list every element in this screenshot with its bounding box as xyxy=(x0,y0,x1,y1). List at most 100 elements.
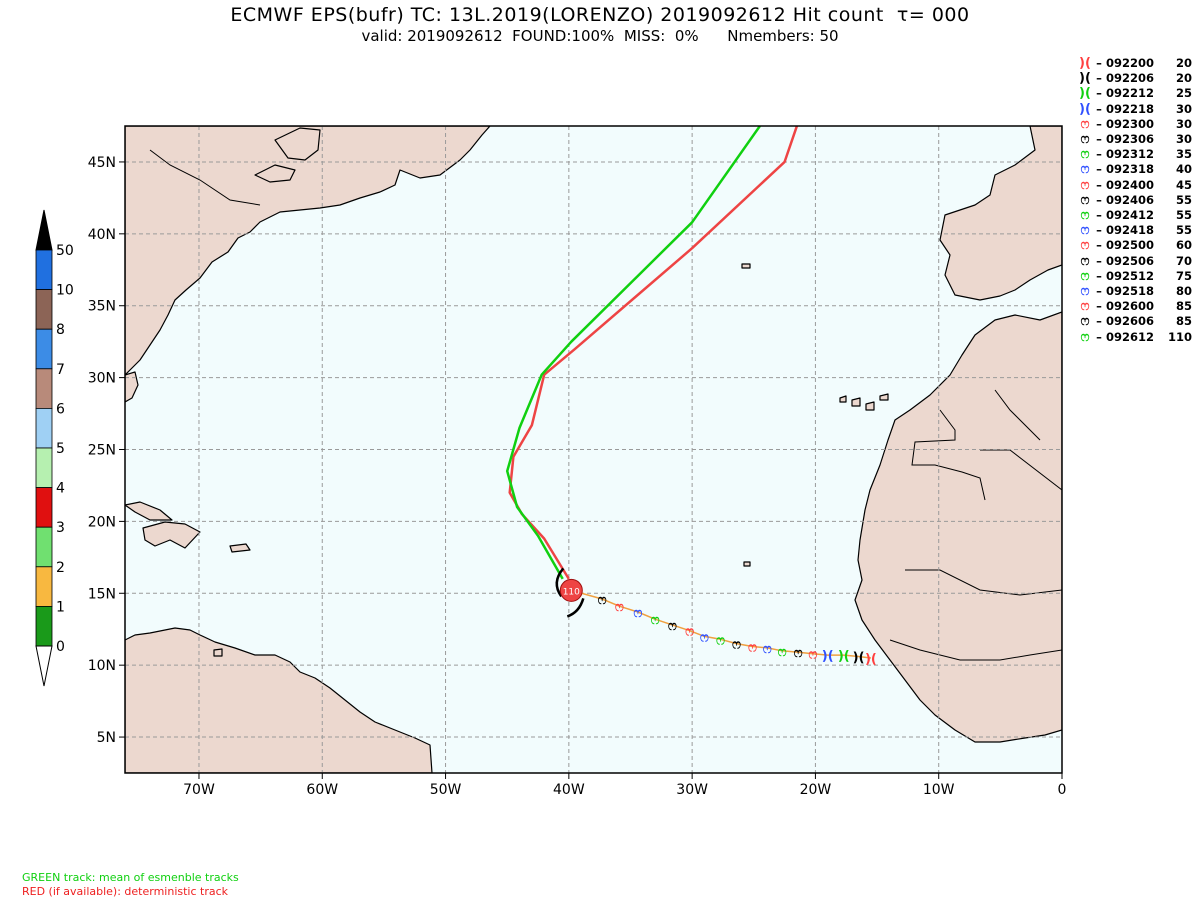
legend-dash: – xyxy=(1096,116,1102,131)
colorbar-segment xyxy=(35,447,53,488)
track-position-symbol: ෆ xyxy=(809,648,818,663)
lat-tick-label: 20N xyxy=(88,514,116,530)
legend-wind: 85 xyxy=(1175,299,1192,314)
lon-tick-label: 50W xyxy=(430,782,462,798)
colorbar-segment xyxy=(35,368,53,409)
legend-wind: 20 xyxy=(1175,71,1192,86)
legend-dash: – xyxy=(1096,192,1102,207)
newfoundland-land xyxy=(274,127,321,161)
hispaniola-land xyxy=(142,521,201,549)
puerto-rico-land xyxy=(229,543,251,553)
track-position-symbol: ෆ xyxy=(778,645,787,660)
track-position-symbol: ෆ xyxy=(700,630,709,645)
legend-symbol: ෆ xyxy=(1080,284,1090,299)
legend-wind: 30 xyxy=(1175,101,1192,116)
footnote-green: GREEN track: mean of esmenble tracks xyxy=(22,871,239,884)
legend-dash: – xyxy=(1096,329,1102,344)
legend-dash: – xyxy=(1096,86,1102,101)
legend-item: ෆ –092418 55 xyxy=(1078,223,1198,238)
legend-item: ෆ –092500 60 xyxy=(1078,238,1198,253)
legend-dash: – xyxy=(1096,223,1102,238)
colorbar-label: 0 xyxy=(56,639,65,655)
colorbar-segment xyxy=(35,606,53,647)
track-position-symbol: ෆ xyxy=(716,633,725,648)
track-position-symbol: ෆ xyxy=(598,593,607,608)
legend-time: 092612 xyxy=(1106,329,1155,344)
graticule xyxy=(125,126,1062,773)
storm-arm-lower xyxy=(566,598,585,618)
legend-time: 092200 xyxy=(1106,56,1155,70)
lat-tick-label: 45N xyxy=(88,155,116,171)
legend-time: 092206 xyxy=(1106,71,1155,86)
colorbar-label: 3 xyxy=(56,520,65,536)
legend-wind: 55 xyxy=(1175,192,1192,207)
legend-item: ෆ –092400 45 xyxy=(1078,178,1198,193)
legend-time: 092300 xyxy=(1106,116,1155,131)
legend-wind: 25 xyxy=(1175,86,1192,101)
track-position-symbol: )( xyxy=(822,649,834,664)
legend-symbol: ෆ xyxy=(1080,253,1090,269)
track-position-symbol: ෆ xyxy=(685,625,694,640)
lon-tick-label: 20W xyxy=(800,782,832,798)
legend-item: ෆ –092406 55 xyxy=(1078,193,1198,208)
cuba-land xyxy=(125,501,173,521)
legend-symbol: )( xyxy=(1079,101,1091,117)
colorbar-segment xyxy=(35,566,53,607)
colorbar-label: 10 xyxy=(56,283,74,299)
storm-arm-upper xyxy=(555,567,565,598)
legend-symbol: ෆ xyxy=(1080,329,1090,345)
lat-tick-label: 15N xyxy=(88,586,116,602)
legend-item: )(–092212 25 xyxy=(1078,86,1198,101)
legend-time: 092600 xyxy=(1106,299,1155,314)
legend-wind: 30 xyxy=(1175,132,1192,146)
ensemble-mean-track xyxy=(505,126,761,580)
legend-wind: 70 xyxy=(1175,253,1192,268)
legend-wind: 40 xyxy=(1175,162,1192,177)
colorbar-label: 8 xyxy=(56,322,65,338)
us-canada-border xyxy=(149,149,261,206)
legend-time: 092512 xyxy=(1106,268,1155,283)
legend-item: )(–092218 30 xyxy=(1078,102,1198,117)
legend-wind: 55 xyxy=(1175,223,1192,238)
lon-tick-label: 70W xyxy=(183,782,215,798)
lon-tick-label: 40W xyxy=(553,782,585,798)
colorbar-label: 4 xyxy=(56,481,65,497)
legend-symbol: ෆ xyxy=(1080,147,1090,163)
europe-land xyxy=(939,126,1062,301)
legend-dash: – xyxy=(1096,253,1102,268)
legend-symbol: ෆ xyxy=(1080,299,1090,315)
track-position-symbol: ෆ xyxy=(651,613,660,628)
track-position-symbol: ෆ xyxy=(633,606,642,621)
legend-time: 092412 xyxy=(1106,208,1155,222)
legend-wind: 110 xyxy=(1167,329,1192,344)
legend-time: 092212 xyxy=(1106,86,1155,101)
track-position-symbol: ෆ xyxy=(763,642,772,657)
legend-wind: 85 xyxy=(1175,314,1192,329)
legend-item: ෆ –092318 40 xyxy=(1078,162,1198,177)
legend-item: ෆ –092300 30 xyxy=(1078,117,1198,132)
legend-wind: 80 xyxy=(1175,284,1192,298)
legend-time: 092400 xyxy=(1106,177,1155,192)
lon-tick-label: 30W xyxy=(676,782,708,798)
legend-symbol: ෆ xyxy=(1080,162,1090,178)
track-position-symbol: ෆ xyxy=(794,646,803,661)
legend-dash: – xyxy=(1096,71,1102,86)
legend-symbol: )( xyxy=(1079,71,1091,87)
legend-item: ෆ –092412 55 xyxy=(1078,208,1198,223)
lat-tick-label: 25N xyxy=(88,443,116,459)
storm-intensity-label: 110 xyxy=(563,587,580,597)
legend-time: 092506 xyxy=(1106,253,1155,268)
legend-item: ෆ –092512 75 xyxy=(1078,269,1198,284)
colorbar-segment xyxy=(35,328,53,370)
legend-time: 092406 xyxy=(1106,192,1155,207)
south-america-land xyxy=(125,627,433,773)
legend-item: )(–092200 20 xyxy=(1078,56,1198,71)
legend-symbol: ෆ xyxy=(1080,132,1090,147)
lat-tick-label: 35N xyxy=(88,299,116,315)
legend-wind: 45 xyxy=(1175,177,1192,192)
colorbar-label: 2 xyxy=(56,560,65,576)
legend-dash: – xyxy=(1096,299,1102,314)
legend-symbol: ෆ xyxy=(1080,116,1090,132)
legend-wind: 35 xyxy=(1175,147,1192,162)
footnote-red: RED (if available): deterministic track xyxy=(22,885,229,898)
